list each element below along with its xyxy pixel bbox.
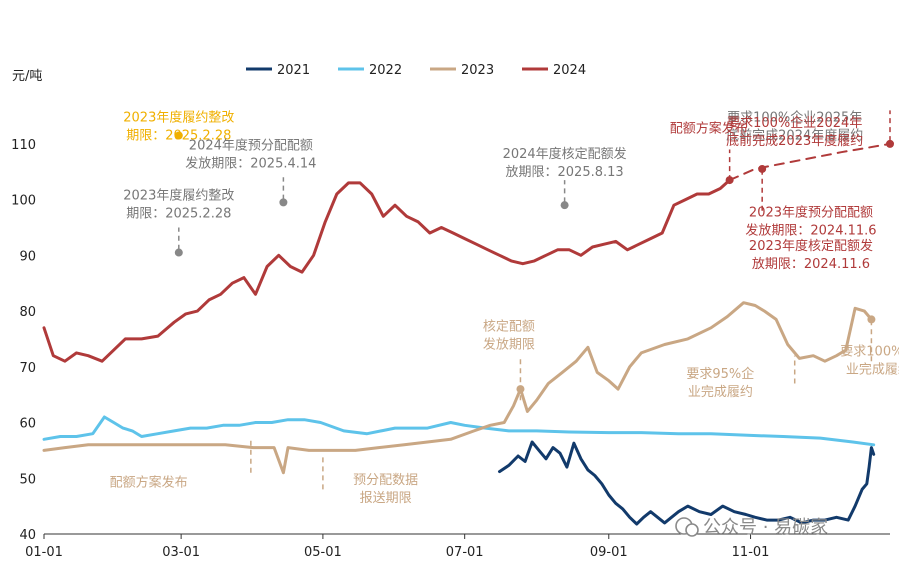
annotation-line: 发放期限 bbox=[483, 337, 535, 353]
annotation-line: 2024年度预分配配额 bbox=[189, 137, 313, 153]
annotation-text: 要求100%企业完成履约 bbox=[840, 344, 899, 378]
annotation-marker bbox=[886, 139, 894, 148]
x-tick-label: 03-01 bbox=[162, 545, 200, 560]
annotation-text: 2023年度预分配配额发放期限：2024.11.6 bbox=[745, 204, 876, 238]
y-tick-label: 80 bbox=[19, 305, 36, 320]
annotation-line: 放期限：2025.8.13 bbox=[506, 165, 624, 180]
annotation-line: 放期限：2024.11.6 bbox=[752, 257, 870, 272]
annotation-line: 要求100%企业2024年 bbox=[727, 115, 862, 131]
annotation-line: 业完成履约 bbox=[688, 385, 753, 400]
annotation-marker bbox=[560, 201, 569, 210]
series-line-2022 bbox=[42, 415, 876, 447]
annotation-line: 报送期限 bbox=[360, 491, 412, 506]
series-line-2023 bbox=[42, 301, 873, 475]
y-tick-label: 50 bbox=[19, 472, 36, 487]
annotation-text: 2024年度预分配配额发放期限：2025.4.14 bbox=[185, 137, 316, 171]
wechat-icon-bubble bbox=[685, 523, 699, 537]
annotation-line: 要求100%企业2025年 bbox=[727, 110, 862, 126]
annotation-line: 期限：2025.2.28 bbox=[126, 129, 231, 144]
annotation-line: 2024年度核定配额发 bbox=[503, 146, 627, 162]
series-line-2024 bbox=[42, 178, 732, 363]
series-layer bbox=[42, 142, 891, 526]
annotation-marker bbox=[758, 164, 767, 173]
annotation-line: 底前完成2024年度履约 bbox=[726, 128, 863, 144]
annotation-text: 配额方案发布 bbox=[670, 121, 748, 137]
annotation-text: 要求100%企业2024年底前完成2023年度履约 bbox=[726, 115, 863, 149]
legend-label: 2023 bbox=[461, 63, 494, 78]
x-tick-label: 07-01 bbox=[446, 545, 484, 560]
annotation-line: 2023年度核定配额发 bbox=[749, 238, 873, 254]
annotation-marker bbox=[725, 176, 734, 185]
annotation-line: 底前完成2023年度履约 bbox=[726, 133, 863, 149]
x-tick-label: 01-01 bbox=[25, 545, 63, 560]
annotation-line: 配额方案发布 bbox=[110, 475, 188, 491]
annotation-line: 发放期限：2024.11.6 bbox=[745, 222, 876, 238]
annotation-text: 核定配额发放期限 bbox=[483, 320, 535, 353]
series-line-2021 bbox=[498, 440, 876, 526]
annotation-marker bbox=[174, 248, 183, 257]
legend-label: 2021 bbox=[277, 63, 310, 78]
annotation-line: 要求95%企 bbox=[686, 366, 754, 382]
annotation-text: 2023年度履约整改期限：2025.2.28 bbox=[123, 188, 234, 222]
x-tick-label: 09-01 bbox=[590, 545, 628, 560]
y-tick-label: 60 bbox=[19, 417, 36, 432]
annotation-marker bbox=[867, 315, 876, 324]
annotation-line: 要求100%企 bbox=[840, 344, 899, 360]
annotation-line: 2023年度履约整改 bbox=[123, 188, 234, 204]
annotation-line: 配额方案发布 bbox=[670, 121, 748, 137]
series-line-2024-forecast bbox=[728, 142, 891, 182]
annotation-text: 2024年度核定配额发放期限：2025.8.13 bbox=[503, 146, 627, 180]
legend-label: 2022 bbox=[369, 63, 402, 78]
marker-layer bbox=[174, 110, 894, 490]
annotation-line: 2023年度预分配配额 bbox=[749, 204, 873, 220]
annotation-text: 要求95%企业完成履约 bbox=[686, 366, 754, 400]
annotation-marker bbox=[174, 131, 183, 140]
y-tick-label: 40 bbox=[19, 528, 36, 543]
watermark: 公众号 · 易碳家 bbox=[675, 517, 828, 538]
axes-layer: 40 50 60 70 80 90 100 110 01-01 03-01 05-01 07-01 09… bbox=[11, 138, 890, 560]
y-tick-label: 70 bbox=[19, 361, 36, 376]
annotation-text: 预分配数据报送期限 bbox=[353, 473, 418, 506]
y-tick-label: 100 bbox=[11, 194, 36, 209]
annotation-line: 发放期限：2025.4.14 bbox=[185, 155, 316, 171]
annotation-marker bbox=[516, 385, 525, 394]
y-axis-unit-label: 元/吨 bbox=[12, 69, 42, 84]
annotation-line: 核定配额 bbox=[483, 320, 535, 335]
x-tick-label: 05-01 bbox=[304, 545, 342, 560]
annotation-layer: 要求100%企业2025年底前完成2024年度履约要求100%企业2024年底前… bbox=[110, 110, 899, 506]
watermark-text: 公众号 · 易碳家 bbox=[703, 517, 828, 538]
annotation-text: 2023年度核定配额发放期限：2024.11.6 bbox=[749, 238, 873, 272]
legend-label: 2024 bbox=[553, 63, 586, 78]
annotation-text: 配额方案发布 bbox=[110, 475, 188, 491]
x-tick-label: 11-01 bbox=[732, 545, 770, 560]
annotation-line: 业完成履约 bbox=[846, 363, 899, 378]
annotation-line: 期限：2025.2.28 bbox=[126, 207, 231, 222]
annotation-line: 预分配数据 bbox=[353, 473, 418, 488]
y-tick-label: 110 bbox=[11, 138, 36, 153]
annotation-marker bbox=[279, 198, 288, 207]
annotation-text: 要求100%企业2025年底前完成2024年度履约 bbox=[726, 110, 863, 144]
y-tick-label: 90 bbox=[19, 249, 36, 264]
legend: 2021 2022 2023 2024 bbox=[246, 63, 586, 78]
annotation-text: 2023年度履约整改期限：2025.2.28 bbox=[123, 110, 234, 144]
annotation-line: 2023年度履约整改 bbox=[123, 110, 234, 126]
